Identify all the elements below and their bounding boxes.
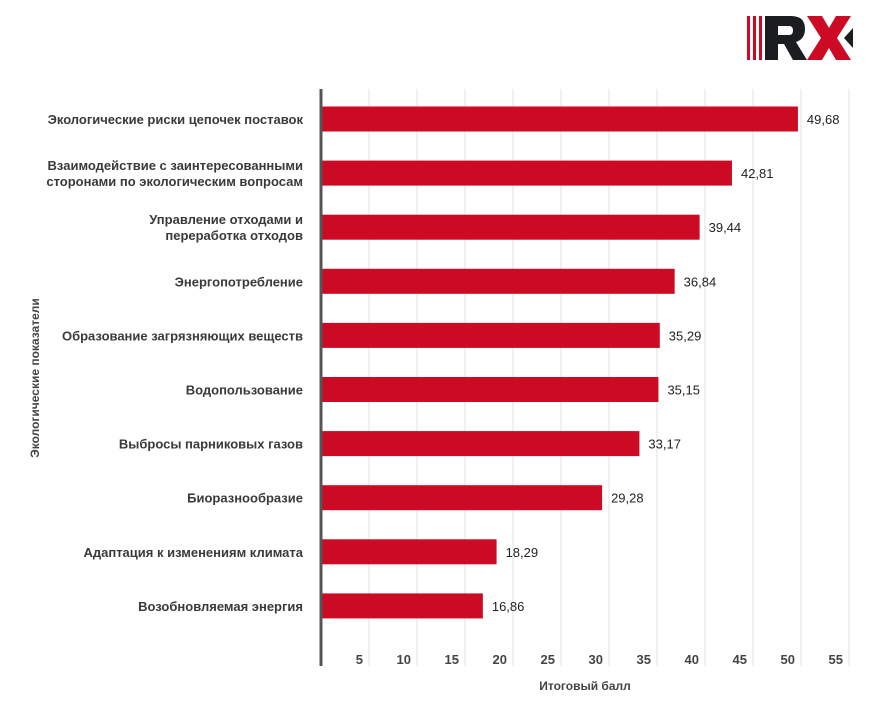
- x-tick-label: 45: [733, 652, 747, 667]
- category-label: Образование загрязняющих веществ: [62, 328, 303, 343]
- value-label: 29,28: [611, 491, 644, 506]
- bar: [322, 593, 483, 619]
- logo: [747, 16, 853, 60]
- bar: [322, 160, 732, 186]
- value-label: 16,86: [492, 599, 525, 614]
- category-label: Водопользование: [186, 383, 303, 398]
- category-label: Энергопотребление: [175, 274, 303, 289]
- bar: [322, 431, 640, 457]
- category-label: Адаптация к изменениям климата: [83, 545, 303, 560]
- x-axis-title: Итоговый балл: [539, 679, 631, 693]
- x-tick-label: 30: [589, 652, 603, 667]
- value-label: 36,84: [684, 274, 717, 289]
- y-axis-title: Экологические показатели: [28, 298, 42, 458]
- x-tick-label: 40: [685, 652, 699, 667]
- bar: [322, 106, 798, 132]
- bar: [322, 485, 603, 511]
- value-label: 35,15: [667, 383, 700, 398]
- category-label: Возобновляемая энергия: [138, 599, 303, 614]
- bar: [322, 539, 497, 565]
- category-label: Управление отходами и переработка отходов: [149, 212, 303, 243]
- value-label: 18,29: [506, 545, 539, 560]
- category-label: Выбросы парниковых газов: [119, 437, 303, 452]
- value-label: 42,81: [741, 166, 774, 181]
- category-label: Биоразнообразие: [187, 491, 303, 506]
- bar: [322, 214, 700, 240]
- x-tick-label: 10: [397, 652, 411, 667]
- x-tick-label: 5: [356, 652, 363, 667]
- x-tick-label: 15: [445, 652, 459, 667]
- value-label: 33,17: [648, 437, 681, 452]
- bar: [322, 268, 675, 294]
- value-label: 49,68: [807, 112, 840, 127]
- x-tick-label: 35: [637, 652, 651, 667]
- x-tick-label: 20: [493, 652, 507, 667]
- category-label: Взаимодействие с заинтересованными сторон…: [46, 158, 303, 189]
- rx-logo-icon: [747, 16, 853, 60]
- x-tick-label: 50: [781, 652, 795, 667]
- category-label: Экологические риски цепочек поставок: [48, 112, 304, 127]
- value-label: 39,44: [709, 220, 742, 235]
- value-label: 35,29: [669, 328, 702, 343]
- bar: [322, 322, 660, 348]
- x-tick-label: 55: [829, 652, 843, 667]
- x-tick-label: 25: [541, 652, 555, 667]
- bar: [322, 377, 659, 402]
